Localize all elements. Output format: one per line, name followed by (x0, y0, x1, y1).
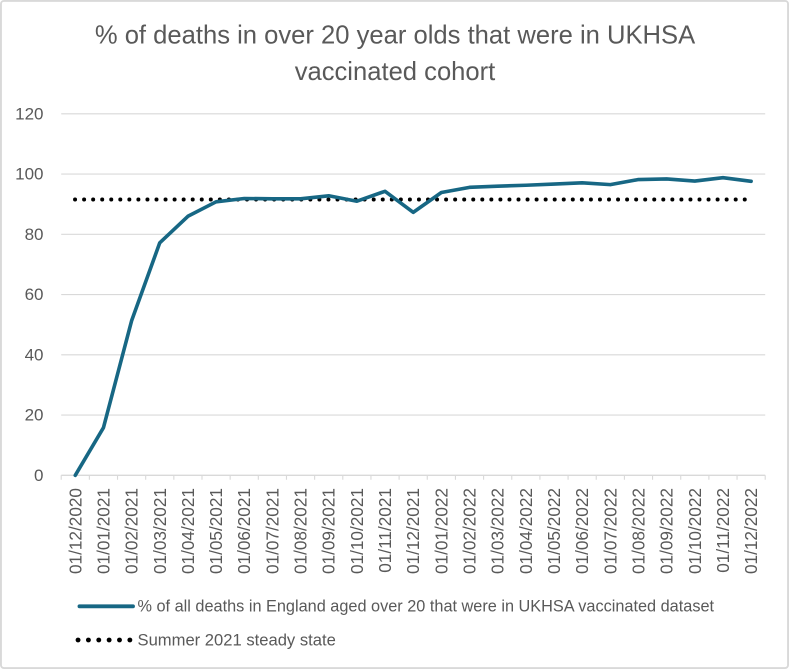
svg-text:01/09/2021: 01/09/2021 (319, 488, 339, 574)
svg-text:100: 100 (15, 165, 43, 184)
svg-text:01/12/2020: 01/12/2020 (65, 488, 85, 574)
svg-text:01/02/2022: 01/02/2022 (460, 488, 480, 574)
svg-text:01/08/2022: 01/08/2022 (628, 488, 648, 574)
svg-text:01/12/2021: 01/12/2021 (403, 488, 423, 574)
svg-text:20: 20 (25, 406, 44, 425)
svg-text:01/04/2022: 01/04/2022 (516, 488, 536, 574)
svg-text:01/03/2022: 01/03/2022 (488, 488, 508, 574)
svg-text:01/11/2021: 01/11/2021 (375, 488, 395, 573)
svg-text:01/05/2022: 01/05/2022 (544, 488, 564, 574)
svg-text:% of deaths in over 20 year ol: % of deaths in over 20 year olds that we… (95, 22, 696, 50)
svg-text:60: 60 (25, 285, 44, 304)
svg-text:01/07/2021: 01/07/2021 (262, 488, 282, 574)
svg-text:01/04/2021: 01/04/2021 (178, 488, 198, 574)
svg-text:01/12/2022: 01/12/2022 (741, 488, 761, 574)
svg-text:01/10/2021: 01/10/2021 (347, 488, 367, 574)
svg-text:80: 80 (25, 225, 44, 244)
svg-text:01/06/2022: 01/06/2022 (572, 488, 592, 574)
svg-text:% of all deaths in England age: % of all deaths in England aged over 20 … (138, 597, 715, 615)
svg-text:40: 40 (25, 345, 44, 364)
svg-text:Summer 2021 steady state: Summer 2021 steady state (138, 631, 336, 650)
svg-text:01/09/2022: 01/09/2022 (657, 488, 677, 574)
svg-text:01/07/2022: 01/07/2022 (600, 488, 620, 574)
svg-text:01/11/2022: 01/11/2022 (713, 488, 733, 573)
svg-text:01/01/2021: 01/01/2021 (93, 488, 113, 574)
svg-text:01/08/2021: 01/08/2021 (291, 488, 311, 574)
svg-text:01/02/2021: 01/02/2021 (122, 488, 142, 574)
svg-text:01/03/2021: 01/03/2021 (150, 488, 170, 574)
svg-text:0: 0 (34, 466, 43, 485)
svg-text:01/06/2021: 01/06/2021 (234, 488, 254, 574)
svg-text:01/05/2021: 01/05/2021 (206, 488, 226, 574)
svg-text:01/01/2022: 01/01/2022 (431, 488, 451, 574)
svg-text:vaccinated cohort: vaccinated cohort (295, 58, 496, 86)
svg-text:120: 120 (15, 104, 43, 123)
svg-text:01/10/2022: 01/10/2022 (685, 488, 705, 574)
